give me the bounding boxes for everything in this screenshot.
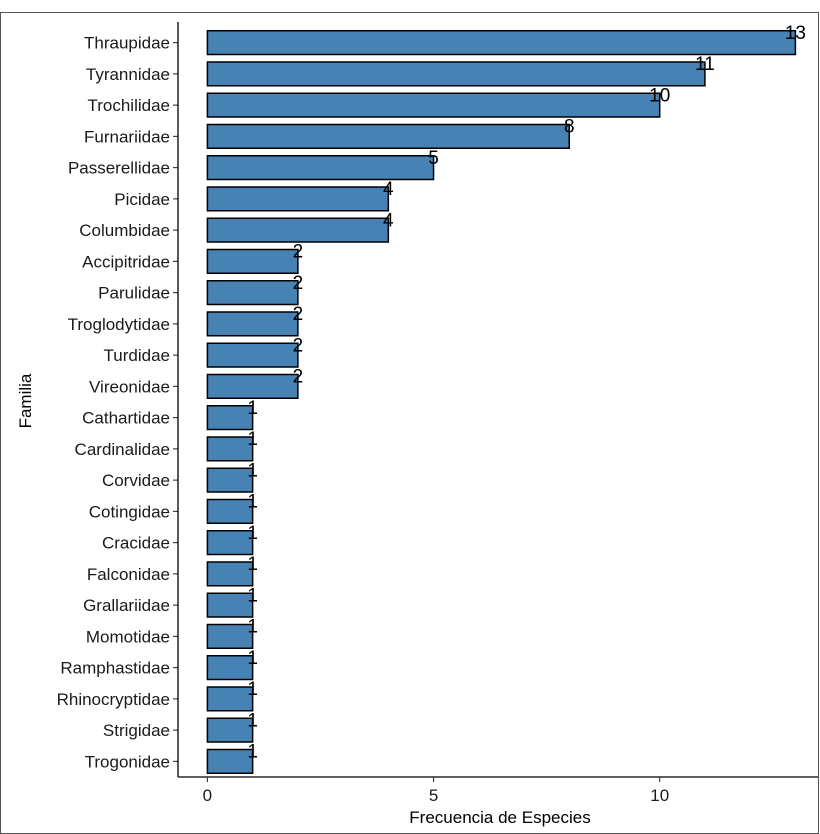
data-label: 1 [247, 742, 258, 763]
bar-cotingidae [206, 498, 254, 524]
y-axis-title: Familia [16, 373, 35, 428]
y-tick-label: Cathartidae [82, 409, 170, 428]
y-tick-label: Parulidae [98, 284, 170, 303]
bar-corvidae [206, 467, 254, 493]
bar-falconidae [206, 561, 254, 587]
data-label: 1 [247, 460, 258, 481]
y-tick-label: Furnariidae [84, 127, 170, 146]
y-tick-label: Columbidae [79, 221, 170, 240]
data-label: 1 [247, 648, 258, 669]
data-label: 1 [247, 523, 258, 544]
y-tick-label: Troglodytidae [68, 315, 170, 334]
chart-border [0, 12, 819, 834]
y-tick-label: Cardinalidae [75, 440, 170, 459]
bar-rhinocryptidae [206, 686, 254, 712]
data-label: 11 [695, 54, 715, 75]
y-tick-label: Ramphastidae [60, 659, 170, 678]
data-label: 1 [247, 679, 258, 700]
y-tick-label: Picidae [114, 190, 170, 209]
bar-thraupidae [206, 30, 797, 56]
data-label: 1 [247, 429, 258, 450]
bar-trochilidae [206, 92, 661, 118]
data-label: 2 [293, 273, 304, 294]
bar-strigidae [206, 717, 254, 743]
bar-cracidae [206, 530, 254, 556]
bar-vireonidae [206, 373, 299, 399]
bar-parulidae [206, 280, 299, 306]
y-tick-label: Vireonidae [89, 377, 170, 396]
y-tick-label: Cotingidae [89, 502, 170, 521]
bar-columbidae [206, 217, 390, 243]
data-label: 13 [785, 23, 806, 44]
y-tick-label: Turdidae [104, 346, 170, 365]
data-label: 1 [247, 554, 258, 575]
y-tick-label: Cracidae [102, 534, 170, 553]
bar-cathartidae [206, 405, 254, 431]
data-label: 1 [247, 492, 258, 513]
bar-passerellidae [206, 155, 435, 181]
bar-turdidae [206, 342, 299, 368]
y-tick-label: Passerellidae [68, 159, 170, 178]
data-label: 1 [247, 617, 258, 638]
data-label: 4 [383, 179, 394, 200]
x-tick-label: 0 [203, 786, 212, 805]
data-label: 1 [247, 710, 258, 731]
data-label: 1 [247, 398, 258, 419]
data-label: 10 [649, 85, 670, 106]
data-label: 8 [564, 117, 575, 138]
y-tick-label: Grallariidae [83, 596, 170, 615]
y-tick-label: Thraupidae [84, 34, 170, 53]
y-tick-label: Accipitridae [82, 252, 170, 271]
bar-furnariidae [206, 123, 570, 149]
data-label: 5 [428, 148, 439, 169]
y-tick-label: Falconidae [87, 565, 170, 584]
bar-troglodytidae [206, 311, 299, 337]
y-tick-label: Trogonidae [85, 752, 170, 771]
y-tick-label: Corvidae [102, 471, 170, 490]
x-tick-label: 10 [650, 786, 669, 805]
y-tick-label: Trochilidae [87, 96, 170, 115]
data-label: 2 [293, 242, 304, 263]
x-axis-title: Frecuencia de Especies [409, 808, 590, 827]
bar-cardinalidae [206, 436, 254, 462]
data-label: 2 [293, 335, 304, 356]
y-tick-label: Momotidae [86, 627, 170, 646]
data-label: 2 [293, 367, 304, 388]
bar-grallariidae [206, 592, 254, 618]
bar-ramphastidae [206, 655, 254, 681]
bar-tyrannidae [206, 61, 706, 87]
bar-momotidae [206, 623, 254, 649]
y-tick-label: Tyrannidae [86, 65, 170, 84]
data-label: 1 [247, 585, 258, 606]
data-label: 4 [383, 210, 394, 231]
bar-trogonidae [206, 748, 254, 774]
bar-picidae [206, 186, 390, 212]
y-tick-label: Strigidae [103, 721, 170, 740]
y-tick-label: Rhinocryptidae [57, 690, 170, 709]
data-label: 2 [293, 304, 304, 325]
x-tick-label: 5 [429, 786, 438, 805]
bar-accipitridae [206, 248, 299, 274]
